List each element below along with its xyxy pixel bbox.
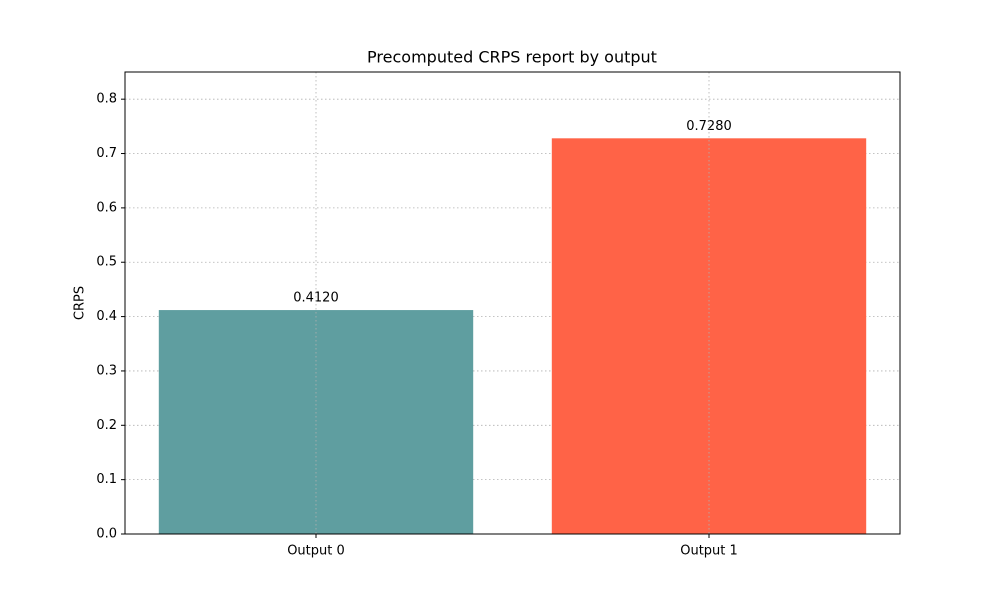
y-tick-label: 0.8 [96, 92, 117, 107]
y-tick-label: 0.5 [96, 255, 117, 270]
y-tick-label: 0.2 [96, 418, 117, 433]
plot-frame [124, 71, 901, 535]
y-tick-label: 0.6 [96, 200, 117, 215]
x-tick-label: Output 1 [680, 544, 738, 559]
y-tick-label: 0.7 [96, 146, 117, 161]
chart-title: Precomputed CRPS report by output [367, 48, 657, 67]
x-tick-label: Output 0 [287, 544, 345, 559]
value-label: 0.4120 [293, 291, 339, 306]
value-label: 0.7280 [686, 119, 732, 134]
y-axis-label: CRPS [73, 286, 88, 320]
y-tick-label: 0.0 [96, 527, 117, 542]
y-tick-label: 0.3 [96, 363, 117, 378]
y-tick-label: 0.4 [96, 309, 117, 324]
y-tick-label: 0.1 [96, 472, 117, 487]
